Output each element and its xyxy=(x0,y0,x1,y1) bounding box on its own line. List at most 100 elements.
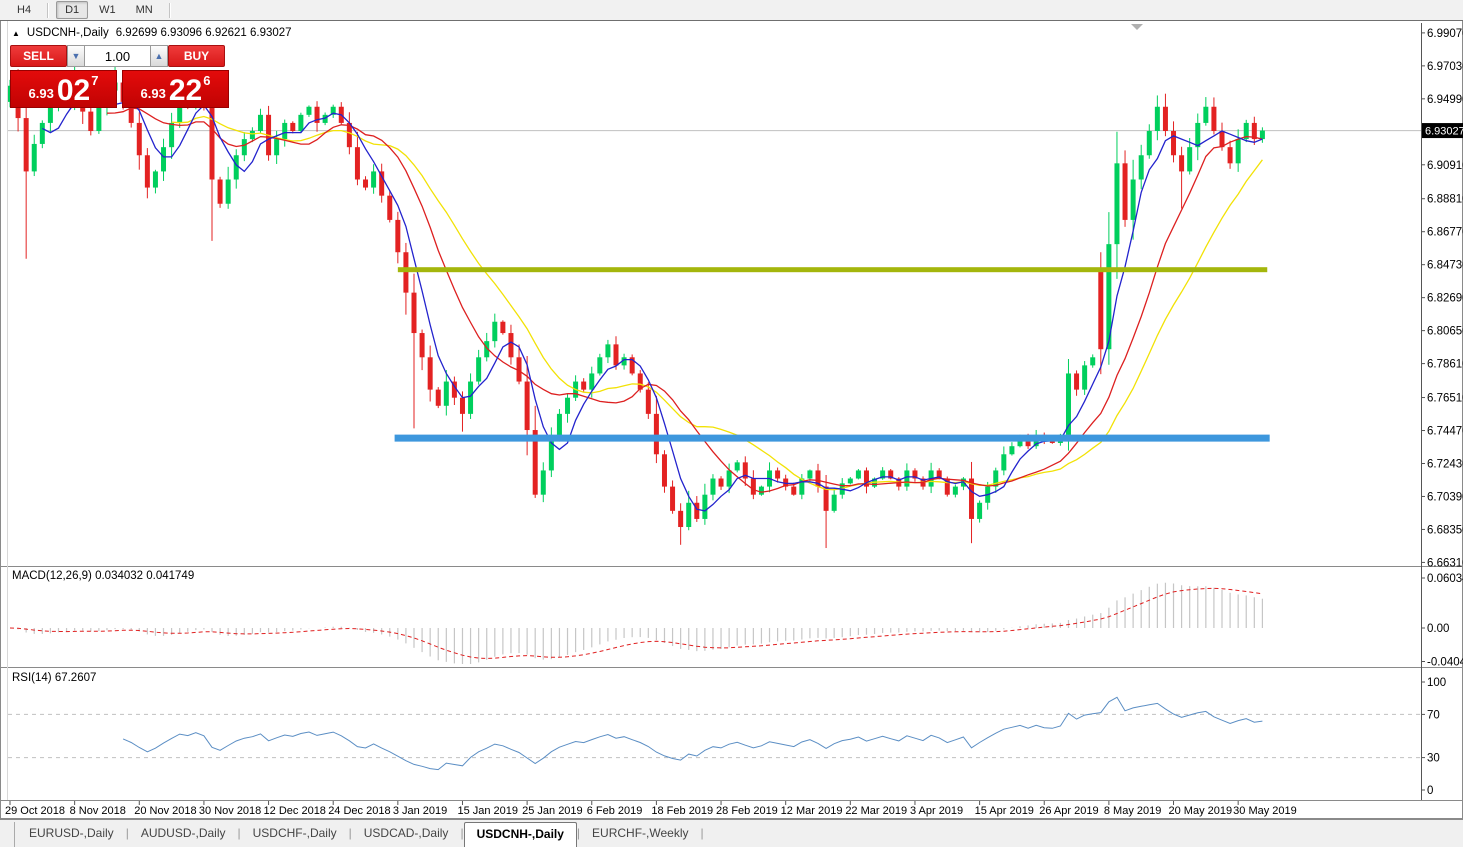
time-tick-label: 20 May 2019 xyxy=(1169,805,1233,817)
rsi-tick-label: 100 xyxy=(1427,677,1446,689)
tab-separator: | xyxy=(460,826,464,840)
rsi-tick-label: 0 xyxy=(1427,785,1433,797)
buy-price-box[interactable]: 6.93 22 6 xyxy=(122,70,229,108)
time-tick-label: 3 Jan 2019 xyxy=(393,805,447,817)
ma-slow-line[interactable] xyxy=(171,115,1263,491)
current-price-tag xyxy=(1422,123,1463,139)
price-tick-label: 6.82690 xyxy=(1427,293,1463,305)
price-tick-label: 6.97030 xyxy=(1427,61,1463,73)
chart-tab-eurchf-weekly[interactable]: EURCHF-,Weekly xyxy=(592,826,689,840)
sell-price-prefix: 6.93 xyxy=(28,86,54,101)
rsi-tick-label: 30 xyxy=(1427,753,1440,765)
time-tick-label: 15 Jan 2019 xyxy=(457,805,518,817)
trade-controls-row: SELL ▼ ▲ BUY xyxy=(10,45,229,67)
time-tick-label: 6 Feb 2019 xyxy=(587,805,643,817)
sell-button[interactable]: SELL xyxy=(10,45,67,67)
time-axis[interactable]: 29 Oct 2018 8 Nov 2018 20 Nov 2018 30 Nov 2… xyxy=(5,801,1297,817)
tab-separator: | xyxy=(125,826,129,840)
sell-price-pip: 7 xyxy=(91,73,99,88)
price-tick-label: 6.94990 xyxy=(1427,94,1463,106)
price-tick-label: 6.88810 xyxy=(1427,194,1463,206)
one-click-trade-panel: SELL ▼ ▲ BUY 6.93 02 7 6.93 22 6 xyxy=(10,45,229,108)
time-tick-label: 22 Mar 2019 xyxy=(845,805,907,817)
current-price-tag-label: 6.93027 xyxy=(1425,126,1463,138)
buy-price-big: 22 xyxy=(168,74,203,107)
price-tick-label: 6.70390 xyxy=(1427,491,1463,503)
rsi-tick-label: 70 xyxy=(1427,709,1440,721)
price-tick-label: 6.74470 xyxy=(1427,426,1463,438)
ma-mid-line[interactable] xyxy=(106,107,1263,493)
time-tick-label: 29 Oct 2018 xyxy=(5,805,65,817)
price-tick-label: 6.86770 xyxy=(1427,227,1463,239)
chart-tab-audusd-daily[interactable]: AUDUSD-,Daily xyxy=(140,826,226,840)
time-tick-label: 30 May 2019 xyxy=(1233,805,1297,817)
toolbar-separator xyxy=(47,2,50,18)
price-tick-label: 6.78610 xyxy=(1427,359,1463,371)
macd-indicator-label: MACD(12,26,9) 0.034032 0.041749 xyxy=(12,570,195,582)
timeframe-button-h4[interactable]: H4 xyxy=(17,4,32,16)
price-tick-label: 6.90910 xyxy=(1427,160,1463,172)
chart-tab-eurusd-daily[interactable]: EURUSD-,Daily xyxy=(29,826,114,840)
volume-decrease-button[interactable]: ▼ xyxy=(67,45,85,67)
chart-ohlc-values: 6.92699 6.93096 6.92621 6.93027 xyxy=(115,27,292,39)
price-tick-label: 6.72430 xyxy=(1427,458,1463,470)
pane-splitters xyxy=(0,21,1463,819)
ma-fast-line[interactable] xyxy=(42,99,1263,512)
sell-price-box[interactable]: 6.93 02 7 xyxy=(10,70,117,108)
time-tick-label: 15 Apr 2019 xyxy=(975,805,1034,817)
time-tick-label: 20 Nov 2018 xyxy=(134,805,196,817)
volume-input[interactable] xyxy=(85,45,150,67)
volume-increase-button[interactable]: ▲ xyxy=(150,45,168,67)
price-tick-label: 6.66310 xyxy=(1427,557,1463,569)
timeframe-toolbar: H4 D1 W1 MN xyxy=(0,0,1463,21)
tab-separator: | xyxy=(348,826,352,840)
buy-price-pip: 6 xyxy=(203,73,211,88)
rsi-pane[interactable] xyxy=(8,696,1421,771)
rsi-line xyxy=(122,696,1263,771)
macd-signal-line xyxy=(9,587,1263,660)
candlestick-series xyxy=(7,53,1265,549)
tab-separator: | xyxy=(237,826,241,840)
buy-price-prefix: 6.93 xyxy=(140,86,166,101)
time-tick-label: 8 Nov 2018 xyxy=(70,805,126,817)
price-tick-label: 6.99070 xyxy=(1427,28,1463,40)
support-line[interactable] xyxy=(394,434,1270,442)
main-chart-pane[interactable] xyxy=(7,24,1422,549)
pane-collapse-arrow-icon[interactable] xyxy=(1131,24,1143,30)
time-tick-label: 25 Jan 2019 xyxy=(522,805,583,817)
time-tick-label: 12 Mar 2019 xyxy=(781,805,843,817)
timeframe-button-mn[interactable]: MN xyxy=(135,4,153,16)
macd-tick-label: 0.060342 xyxy=(1427,573,1463,585)
collapse-triangle-icon[interactable]: ▲ xyxy=(12,28,20,38)
chart-symbol-label: USDCNH-,Daily xyxy=(26,27,109,39)
chart-tab-usdcnh-daily[interactable]: USDCNH-,Daily xyxy=(463,822,577,847)
macd-pane[interactable] xyxy=(9,582,1264,664)
time-tick-label: 24 Dec 2018 xyxy=(328,805,390,817)
macd-tick-label: 0.00 xyxy=(1427,623,1449,635)
price-tick-label: 6.84730 xyxy=(1427,260,1463,272)
timeframe-button-w1[interactable]: W1 xyxy=(99,4,116,16)
toolbar-separator xyxy=(168,2,171,18)
price-tick-label: 6.68350 xyxy=(1427,524,1463,536)
time-tick-label: 26 Apr 2019 xyxy=(1039,805,1098,817)
chart-canvas[interactable]: 6.99070 6.97030 6.94990 6.90910 6.88810 6.867… xyxy=(0,21,1463,819)
sell-price-big: 02 xyxy=(56,74,91,107)
price-tick-label: 6.80650 xyxy=(1427,326,1463,338)
price-axis[interactable]: 6.99070 6.97030 6.94990 6.90910 6.88810 6.867… xyxy=(1421,23,1463,800)
chart-tab-bar: EURUSD-,Daily | AUDUSD-,Daily | USDCHF-,Dail… xyxy=(0,819,1463,847)
tab-stub xyxy=(0,822,15,847)
time-tick-label: 12 Dec 2018 xyxy=(264,805,326,817)
tab-separator: | xyxy=(700,826,704,840)
chart-tab-usdchf-daily[interactable]: USDCHF-,Daily xyxy=(252,826,337,840)
tab-separator: | xyxy=(576,826,581,840)
timeframe-button-d1[interactable]: D1 xyxy=(56,1,89,19)
buy-button[interactable]: BUY xyxy=(168,45,225,67)
macd-tick-label: -0.040415 xyxy=(1427,656,1463,668)
chart-tab-usdcad-daily[interactable]: USDCAD-,Daily xyxy=(363,826,449,840)
chart-title: ▲ USDCNH-,Daily 6.92699 6.93096 6.92621 … xyxy=(12,27,292,39)
resistance-line[interactable] xyxy=(397,267,1268,273)
rsi-indicator-label: RSI(14) 67.2607 xyxy=(12,672,97,684)
time-tick-label: 28 Feb 2019 xyxy=(716,805,778,817)
price-tick-label: 6.76510 xyxy=(1427,393,1463,405)
